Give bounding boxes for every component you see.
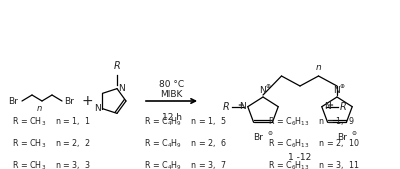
Text: N: N xyxy=(324,102,330,111)
Text: $^{\ominus}$: $^{\ominus}$ xyxy=(267,130,274,139)
Text: Br: Br xyxy=(64,96,74,105)
Text: Br: Br xyxy=(253,132,263,141)
Text: $^{\oplus}$: $^{\oplus}$ xyxy=(339,83,345,92)
Text: R = C$_6$H$_{13}$    n = 3,  11: R = C$_6$H$_{13}$ n = 3, 11 xyxy=(268,159,360,169)
Text: N: N xyxy=(260,86,266,95)
Text: R: R xyxy=(114,61,120,71)
Text: 12 h: 12 h xyxy=(162,113,182,122)
Text: Br: Br xyxy=(8,96,18,105)
Text: R = CH$_3$    n = 2,  2: R = CH$_3$ n = 2, 2 xyxy=(12,137,91,150)
Text: +: + xyxy=(81,94,93,108)
Text: R = C$_4$H$_9$    n = 2,  6: R = C$_4$H$_9$ n = 2, 6 xyxy=(144,137,227,150)
Text: 1 -12: 1 -12 xyxy=(288,153,312,162)
Text: R = CH$_3$    n = 1,  1: R = CH$_3$ n = 1, 1 xyxy=(12,115,91,128)
Text: R: R xyxy=(223,102,230,112)
Text: R = C$_6$H$_{13}$    n = 1,  9: R = C$_6$H$_{13}$ n = 1, 9 xyxy=(268,115,354,128)
Text: R = CH$_3$    n = 3,  3: R = CH$_3$ n = 3, 3 xyxy=(12,159,91,169)
Text: R = C$_6$H$_{13}$    n = 2,  10: R = C$_6$H$_{13}$ n = 2, 10 xyxy=(268,137,360,150)
Text: N: N xyxy=(334,86,340,95)
Text: =: = xyxy=(237,103,243,109)
Text: N: N xyxy=(118,84,125,93)
Text: n: n xyxy=(36,104,42,113)
Text: N: N xyxy=(239,102,246,111)
Text: R: R xyxy=(340,102,346,112)
Text: N: N xyxy=(94,104,100,113)
Text: Br: Br xyxy=(337,132,347,141)
Text: R = C$_4$H$_9$    n = 3,  7: R = C$_4$H$_9$ n = 3, 7 xyxy=(144,159,227,169)
Text: R = C$_4$H$_9$    n = 1,  5: R = C$_4$H$_9$ n = 1, 5 xyxy=(144,115,227,128)
Text: $^{\oplus}$: $^{\oplus}$ xyxy=(265,83,271,92)
Text: 80 °C: 80 °C xyxy=(159,80,184,89)
Text: n: n xyxy=(316,63,321,72)
Text: $^{\ominus}$: $^{\ominus}$ xyxy=(351,130,358,139)
Text: MIBK: MIBK xyxy=(160,90,183,99)
Text: =: = xyxy=(327,103,333,109)
